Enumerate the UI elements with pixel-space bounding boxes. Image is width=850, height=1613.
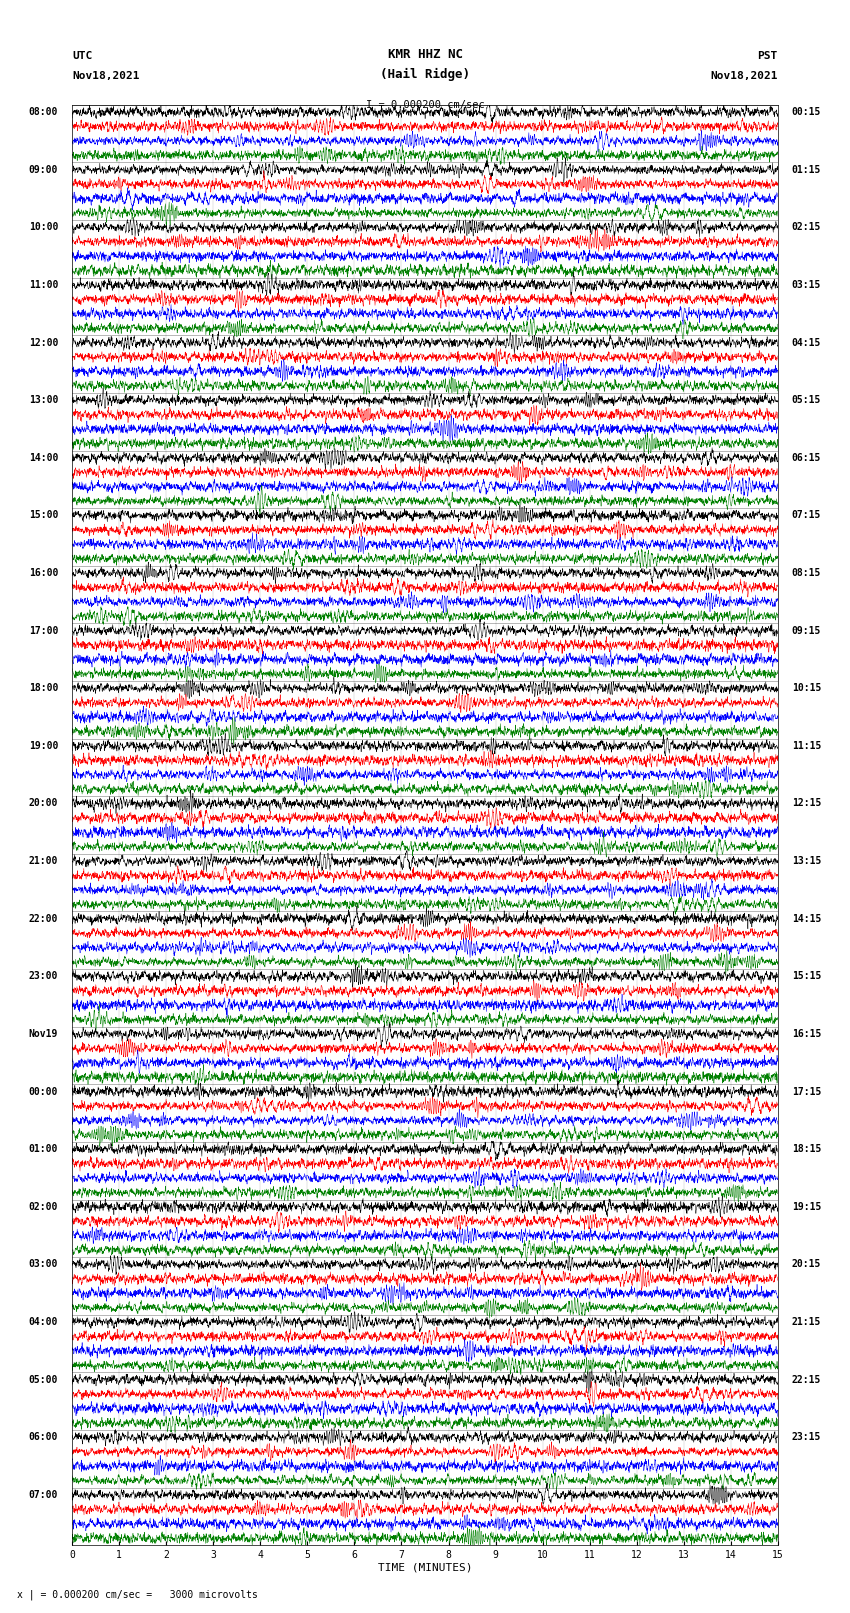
- Text: 06:00: 06:00: [29, 1432, 58, 1442]
- Text: 02:15: 02:15: [792, 223, 821, 232]
- Text: I = 0.000200 cm/sec: I = 0.000200 cm/sec: [366, 100, 484, 110]
- Text: 00:00: 00:00: [29, 1087, 58, 1097]
- Text: 19:00: 19:00: [29, 740, 58, 750]
- Text: 11:00: 11:00: [29, 281, 58, 290]
- Text: Nov18,2021: Nov18,2021: [72, 71, 139, 81]
- Text: 00:15: 00:15: [792, 106, 821, 118]
- Text: 08:00: 08:00: [29, 106, 58, 118]
- Text: Nov19: Nov19: [29, 1029, 58, 1039]
- Text: 19:15: 19:15: [792, 1202, 821, 1211]
- Text: 07:15: 07:15: [792, 510, 821, 521]
- Text: PST: PST: [757, 52, 778, 61]
- Text: 23:00: 23:00: [29, 971, 58, 981]
- Text: 05:15: 05:15: [792, 395, 821, 405]
- Text: 04:15: 04:15: [792, 337, 821, 347]
- Text: x | = 0.000200 cm/sec =   3000 microvolts: x | = 0.000200 cm/sec = 3000 microvolts: [17, 1589, 258, 1600]
- Text: 05:00: 05:00: [29, 1374, 58, 1384]
- Text: KMR HHZ NC: KMR HHZ NC: [388, 48, 462, 61]
- Text: 09:00: 09:00: [29, 165, 58, 174]
- Text: 07:00: 07:00: [29, 1490, 58, 1500]
- Text: 14:15: 14:15: [792, 913, 821, 924]
- Text: 03:15: 03:15: [792, 281, 821, 290]
- Text: 12:15: 12:15: [792, 798, 821, 808]
- Text: 09:15: 09:15: [792, 626, 821, 636]
- Text: 20:00: 20:00: [29, 798, 58, 808]
- Text: 22:15: 22:15: [792, 1374, 821, 1384]
- Text: 10:00: 10:00: [29, 223, 58, 232]
- Text: 20:15: 20:15: [792, 1260, 821, 1269]
- Text: 13:15: 13:15: [792, 857, 821, 866]
- Text: 03:00: 03:00: [29, 1260, 58, 1269]
- Text: 04:00: 04:00: [29, 1316, 58, 1327]
- Text: 02:00: 02:00: [29, 1202, 58, 1211]
- Text: 15:15: 15:15: [792, 971, 821, 981]
- Text: 16:15: 16:15: [792, 1029, 821, 1039]
- Text: UTC: UTC: [72, 52, 93, 61]
- Text: 11:15: 11:15: [792, 740, 821, 750]
- Text: 18:15: 18:15: [792, 1144, 821, 1155]
- Text: 13:00: 13:00: [29, 395, 58, 405]
- Text: 12:00: 12:00: [29, 337, 58, 347]
- Text: 16:00: 16:00: [29, 568, 58, 577]
- Text: 22:00: 22:00: [29, 913, 58, 924]
- Text: 10:15: 10:15: [792, 684, 821, 694]
- Text: 17:00: 17:00: [29, 626, 58, 636]
- Text: 15:00: 15:00: [29, 510, 58, 521]
- Text: 18:00: 18:00: [29, 684, 58, 694]
- Text: 17:15: 17:15: [792, 1087, 821, 1097]
- Text: 14:00: 14:00: [29, 453, 58, 463]
- Text: 23:15: 23:15: [792, 1432, 821, 1442]
- Text: 01:00: 01:00: [29, 1144, 58, 1155]
- Text: 08:15: 08:15: [792, 568, 821, 577]
- Text: 06:15: 06:15: [792, 453, 821, 463]
- Text: 21:00: 21:00: [29, 857, 58, 866]
- X-axis label: TIME (MINUTES): TIME (MINUTES): [377, 1563, 473, 1573]
- Text: 21:15: 21:15: [792, 1316, 821, 1327]
- Text: Nov18,2021: Nov18,2021: [711, 71, 778, 81]
- Text: (Hail Ridge): (Hail Ridge): [380, 68, 470, 81]
- Text: 01:15: 01:15: [792, 165, 821, 174]
